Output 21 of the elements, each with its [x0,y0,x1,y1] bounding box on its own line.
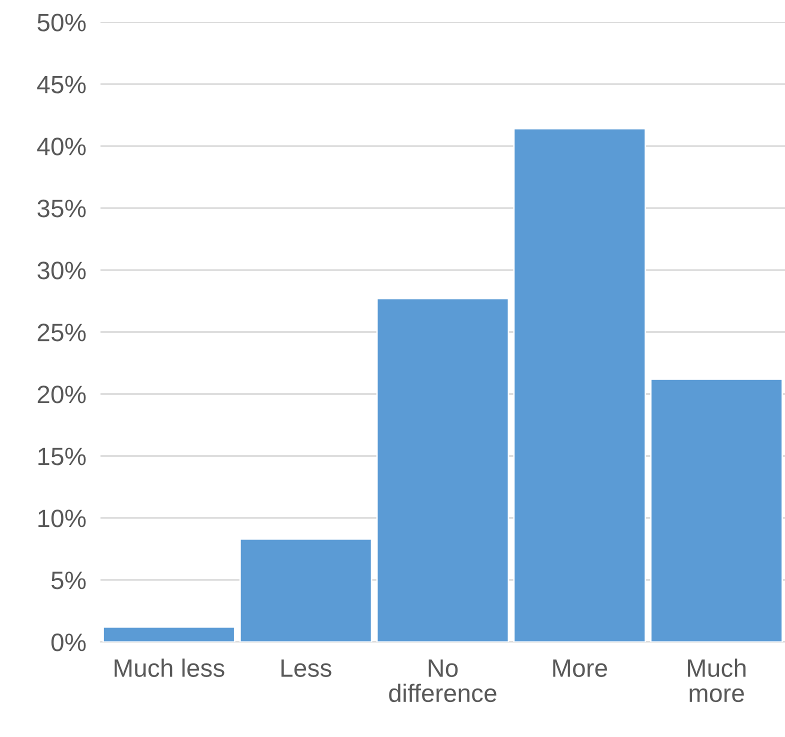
y-tick-label: 25% [38,324,86,342]
bar [650,378,783,642]
x-tick-label: Less [281,660,332,677]
x-tick-label: More [553,660,608,677]
x-tick-label: No difference [389,660,496,702]
y-tick-label: 15% [38,448,86,466]
x-tick-label: Much more [688,658,746,702]
y-tick-label: 30% [38,262,86,280]
y-tick-label: 35% [38,200,86,218]
y-tick-label: 20% [38,386,86,404]
y-tick-label: 45% [37,76,86,94]
y-tick-label: 10% [38,510,86,528]
y-tick-label: 5% [51,572,86,590]
x-tick-label: Much less [114,658,224,677]
bar [513,128,646,642]
y-tick-label: 50% [38,14,86,32]
y-tick-label: 40% [37,138,86,156]
y-tick-label: 0% [51,634,86,652]
bar [376,298,510,642]
bar [102,626,236,642]
bar [239,538,372,642]
